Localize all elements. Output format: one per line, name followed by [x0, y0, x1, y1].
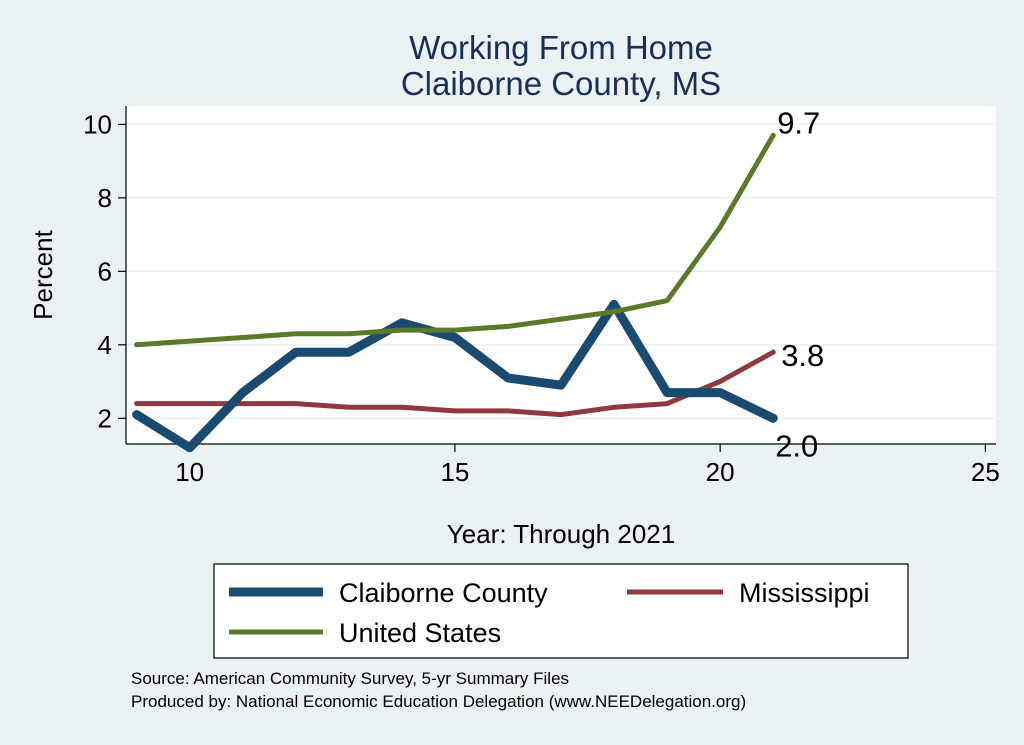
- x-tick-label: 15: [440, 457, 469, 487]
- end-point-claiborne-county: [770, 415, 776, 421]
- end-point-mississippi: [770, 349, 776, 355]
- x-tick-label: 25: [971, 457, 1000, 487]
- axis-ticks: 2 4 6 8 10 10 15 20 25: [83, 109, 1000, 487]
- legend: Claiborne County Mississippi United Stat…: [213, 563, 909, 659]
- series-line-united-states: [134, 132, 776, 348]
- x-axis-label: Year: Through 2021: [447, 519, 675, 549]
- producer-note: Produced by: National Economic Education…: [131, 692, 747, 711]
- y-tick-label: 2: [98, 403, 112, 433]
- end-label-mississippi: 3.8: [781, 338, 824, 373]
- legend-label-claiborne-county: Claiborne County: [339, 578, 548, 608]
- y-tick-label: 8: [98, 183, 112, 213]
- series-line-claiborne-county: [132, 299, 778, 453]
- end-label-claiborne-county: 2.0: [775, 428, 818, 463]
- chart-title-line-2: Claiborne County, MS: [401, 65, 721, 102]
- series-line-mississippi: [134, 349, 776, 418]
- plot-area: [126, 106, 996, 444]
- y-axis-label: Percent: [28, 229, 58, 319]
- y-tick-label: 10: [83, 109, 112, 139]
- x-tick-label: 20: [706, 457, 735, 487]
- x-tick-label: 10: [175, 457, 204, 487]
- y-tick-label: 6: [98, 256, 112, 286]
- chart-title: Working From Home Claiborne County, MS: [401, 29, 721, 102]
- end-point-united-states: [770, 132, 776, 138]
- legend-label-united-states: United States: [339, 618, 501, 648]
- legend-label-mississippi: Mississippi: [739, 578, 870, 608]
- end-value-labels: 2.0 3.8 9.7: [770, 105, 824, 463]
- end-label-united-states: 9.7: [777, 105, 820, 140]
- legend-box: [213, 563, 909, 659]
- gridlines: [126, 123, 996, 420]
- y-tick-label: 4: [98, 330, 112, 360]
- source-note: Source: American Community Survey, 5-yr …: [131, 669, 570, 688]
- chart-title-line-1: Working From Home: [409, 29, 713, 66]
- series-lines: [132, 132, 778, 453]
